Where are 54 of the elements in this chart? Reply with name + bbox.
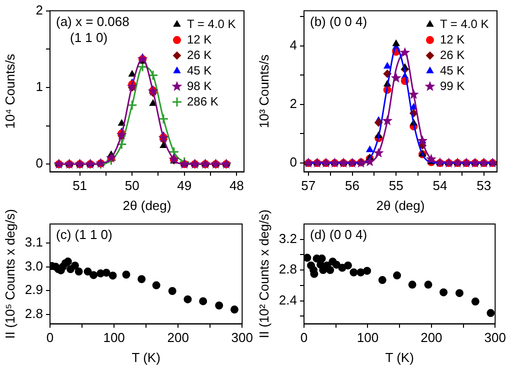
x-tick-label: 300 [484, 330, 506, 346]
x-tick-label: 56 [345, 178, 360, 194]
x-tick-label: 100 [356, 330, 379, 346]
x-tick-label: 100 [103, 330, 125, 346]
x-tick-label: 57 [301, 178, 316, 194]
y-tick-label: 2 [36, 2, 43, 18]
y-axis-title: II (10⁵ Counts x deg/s) [2, 209, 18, 339]
y-tick-label: 2 [290, 96, 297, 112]
y-axis-title: 10⁴ Counts/s [2, 53, 18, 129]
x-tick-label: 0 [300, 330, 308, 346]
legend-label: 26 K [186, 48, 212, 62]
y-tick-label: 2.8 [278, 262, 297, 277]
legend-label: 45 K [186, 63, 212, 78]
annotation: (1 1 0) [70, 30, 108, 45]
x-tick-label: 200 [167, 330, 189, 346]
x-tick-label: 300 [231, 330, 254, 346]
x-tick-label: 48 [229, 178, 244, 194]
x-tick-label: 55 [388, 178, 404, 194]
annotation: (a) x = 0.068 [56, 14, 130, 29]
x-axis-title: 2θ (deg) [376, 198, 425, 213]
y-tick-label: 0 [290, 154, 297, 170]
legend-label: 98 K [186, 78, 212, 93]
legend-label: 26 K [440, 48, 465, 62]
x-tick-label: 54 [432, 178, 448, 194]
legend-label: 12 K [186, 32, 212, 46]
y-tick-label: 2.4 [278, 292, 297, 308]
y-tick-label: 0 [36, 156, 43, 171]
annotation: (b) (0 0 4) [310, 14, 368, 29]
y-tick-label: 1 [36, 79, 43, 94]
y-tick-label: 2.8 [24, 306, 43, 321]
legend-label: 286 K [186, 94, 218, 108]
y-tick-label: 4 [290, 38, 297, 53]
annotation: (c) (1 1 0) [56, 227, 112, 242]
x-tick-label: 200 [420, 330, 442, 346]
x-tick-label: 50 [124, 178, 140, 194]
legend-label: 45 K [440, 63, 465, 78]
y-tick-label: 2.9 [24, 282, 43, 298]
legend-label: 12 K [440, 32, 465, 46]
y-axis-title: 10³ Counts/s [256, 54, 272, 128]
x-tick-label: 51 [72, 178, 88, 194]
y-tick-label: 3.1 [24, 234, 43, 250]
legend-label: T = 4.0 K [440, 16, 489, 31]
legend-label: T = 4.0 K [186, 16, 236, 31]
y-tick-label: 3.2 [278, 230, 297, 246]
x-axis-title: T (K) [132, 350, 160, 365]
y-tick-label: 3.0 [24, 258, 43, 274]
x-tick-label: 53 [476, 178, 492, 194]
x-axis-title: T (K) [385, 350, 414, 365]
annotation: (d) (0 0 4) [310, 227, 368, 242]
legend-label: 99 K [440, 78, 465, 93]
x-tick-label: 0 [46, 330, 54, 346]
x-tick-label: 49 [177, 178, 192, 194]
x-axis-title: 2θ (deg) [122, 198, 172, 213]
y-axis-title: II (10² Counts x deg/s) [256, 210, 272, 338]
